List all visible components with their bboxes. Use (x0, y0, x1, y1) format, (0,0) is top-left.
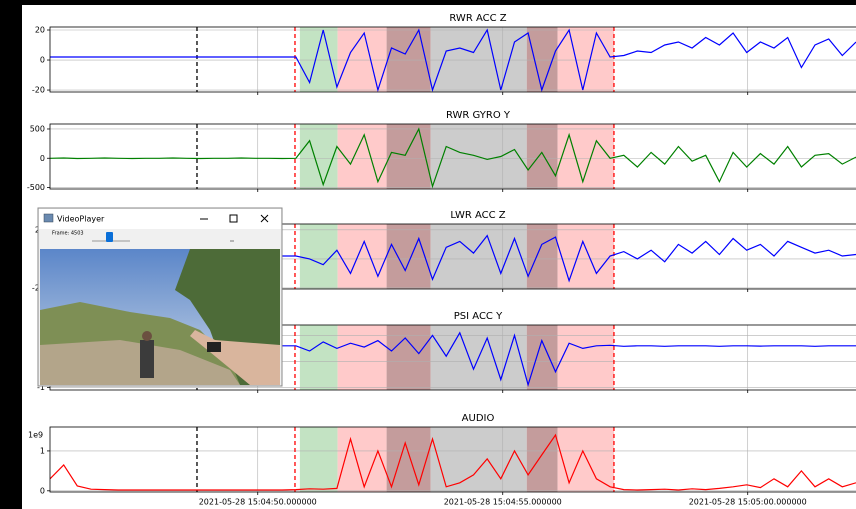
x-tick-label: 2021-05-28 15:04:50.000000 (199, 498, 317, 507)
chart-title: RWR GYRO Y (446, 110, 511, 121)
shaded-span (300, 27, 338, 92)
person-head (142, 331, 152, 341)
shaded-span (300, 325, 338, 390)
y-tick-label: -500 (27, 183, 45, 192)
frame-label: Frame: 4503 (52, 231, 84, 237)
y-tick-label: -20 (32, 86, 45, 95)
y-tick-label: 1 (40, 446, 45, 455)
shaded-span (338, 325, 387, 390)
shaded-span (527, 325, 558, 390)
screen: 200-20RWR ACC Z5000-500RWR GYRO Y200-20L… (0, 0, 856, 509)
chart-title: AUDIO (462, 413, 495, 424)
shaded-span (558, 224, 614, 289)
shaded-span (387, 27, 431, 92)
shaded-span (558, 27, 614, 92)
shaded-span (431, 224, 527, 289)
shaded-span (300, 224, 338, 289)
shaded-span (300, 427, 338, 492)
watch (207, 342, 221, 352)
y-tick-label: 500 (30, 124, 45, 133)
y-tick-label: 20 (35, 26, 45, 35)
slider-thumb[interactable] (106, 232, 113, 242)
person (140, 340, 154, 378)
shaded-span (558, 124, 614, 189)
chart-title: RWR ACC Z (449, 13, 506, 24)
video-player-window[interactable]: VideoPlayer Frame: 4503 (38, 208, 282, 386)
y-tick-label: 0 (40, 56, 45, 65)
shaded-span (527, 124, 558, 189)
window-icon (44, 214, 53, 222)
shaded-span (387, 124, 431, 189)
shaded-span (527, 224, 558, 289)
y-tick-label: 0 (40, 154, 45, 163)
shaded-span (338, 224, 387, 289)
video-frame (40, 249, 280, 385)
shaded-span (558, 427, 614, 492)
shaded-span (527, 427, 558, 492)
x-tick-label: 2021-05-28 15:05:00.000000 (689, 498, 807, 507)
chart-title: PSI ACC Y (454, 311, 503, 322)
window-title: VideoPlayer (57, 215, 105, 224)
y-tick-label: 0 (40, 486, 45, 495)
shaded-span (300, 124, 338, 189)
y-offset-label: 1e9 (28, 431, 43, 440)
shaded-span (558, 325, 614, 390)
shaded-span (387, 224, 431, 289)
shaded-span (387, 325, 431, 390)
shaded-span (431, 27, 527, 92)
page: 200-20RWR ACC Z5000-500RWR GYRO Y200-20L… (0, 0, 856, 509)
x-tick-label: 2021-05-28 15:04:55.000000 (444, 498, 562, 507)
chart-title: LWR ACC Z (450, 210, 505, 221)
